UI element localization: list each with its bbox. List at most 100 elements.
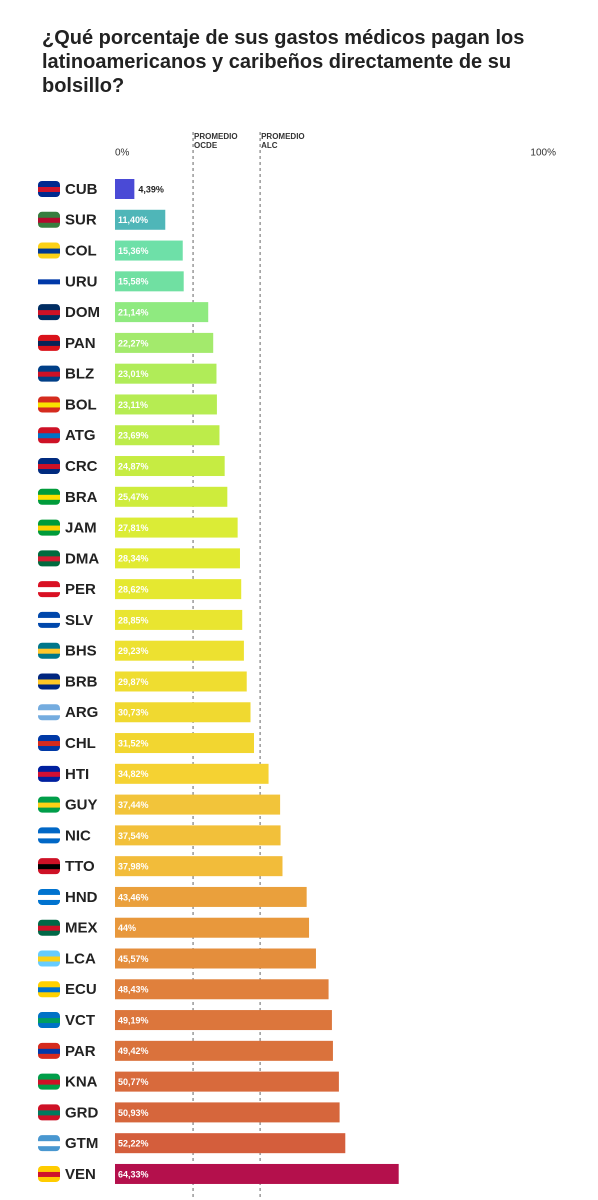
flag xyxy=(38,279,60,285)
value-label: 29,23% xyxy=(118,646,149,656)
flag xyxy=(38,987,60,993)
value-label: 28,62% xyxy=(118,585,149,595)
value-label: 15,36% xyxy=(118,246,149,256)
value-label: 48,43% xyxy=(118,985,149,995)
category-label: URU xyxy=(65,273,98,290)
bar xyxy=(115,702,251,723)
flag xyxy=(38,864,60,870)
flag xyxy=(38,433,60,439)
category-label: TTO xyxy=(65,858,95,875)
category-label: SUR xyxy=(65,212,97,229)
bar xyxy=(115,733,255,754)
value-label: 30,73% xyxy=(118,708,149,718)
category-label: ATG xyxy=(65,427,96,444)
flag xyxy=(38,525,60,531)
value-label: 27,81% xyxy=(118,523,149,533)
value-label: 49,42% xyxy=(118,1046,149,1056)
category-label: HND xyxy=(65,889,98,906)
bar xyxy=(115,794,281,815)
value-label: 50,93% xyxy=(118,1108,149,1118)
category-label: COL xyxy=(65,243,97,260)
bar xyxy=(115,640,244,661)
category-label: DMA xyxy=(65,550,99,567)
bar xyxy=(115,856,283,877)
flag xyxy=(38,1018,60,1024)
value-label: 22,27% xyxy=(118,338,149,348)
category-label: PAR xyxy=(65,1043,96,1060)
category-label: VCT xyxy=(65,1012,95,1029)
flag xyxy=(38,1171,60,1177)
x-tick-label: 0% xyxy=(115,148,130,159)
category-label: LCA xyxy=(65,950,96,967)
value-label: 24,87% xyxy=(118,461,149,471)
flag xyxy=(38,833,60,839)
flag xyxy=(38,494,60,500)
category-label: CHL xyxy=(65,735,96,752)
value-label: 64,33% xyxy=(118,1169,149,1179)
bar xyxy=(115,671,247,692)
flag xyxy=(38,925,60,931)
flag xyxy=(38,679,60,685)
value-label: 23,11% xyxy=(118,400,148,410)
bar xyxy=(115,363,217,384)
category-label: KNA xyxy=(65,1074,98,1091)
bar xyxy=(115,240,183,261)
category-label: DOM xyxy=(65,304,100,321)
bar xyxy=(115,1071,339,1092)
value-label: 23,69% xyxy=(118,431,149,441)
flag xyxy=(38,771,60,777)
value-label: 52,22% xyxy=(118,1139,149,1149)
bar xyxy=(115,1133,346,1154)
flag xyxy=(38,894,60,900)
flag xyxy=(38,402,60,408)
value-label: 29,87% xyxy=(118,677,149,687)
flag xyxy=(38,217,60,223)
bar xyxy=(115,425,220,446)
category-label: BLZ xyxy=(65,366,94,383)
reference-label: PROMEDIO OCDE xyxy=(194,132,238,150)
bar xyxy=(115,1163,399,1184)
value-label: 31,52% xyxy=(118,738,149,748)
bar xyxy=(115,456,225,477)
flag xyxy=(38,187,60,192)
bar xyxy=(115,917,310,938)
bar xyxy=(115,979,329,1000)
value-label: 37,44% xyxy=(118,800,149,810)
category-label: JAM xyxy=(65,520,97,537)
flag xyxy=(38,956,60,962)
value-label: 21,14% xyxy=(118,307,149,317)
bar xyxy=(115,486,228,507)
flag xyxy=(38,802,60,808)
x-tick-label: 100% xyxy=(530,148,556,159)
flag xyxy=(38,1079,60,1085)
value-label: 25,47% xyxy=(118,492,149,502)
bar xyxy=(115,763,269,784)
category-label: PAN xyxy=(65,335,96,352)
category-label: BHS xyxy=(65,643,97,660)
category-label: PER xyxy=(65,581,96,598)
category-label: SLV xyxy=(65,612,93,629)
category-label: BRA xyxy=(65,489,98,506)
chart-title: ¿Qué porcentaje de sus gastos médicos pa… xyxy=(42,27,525,97)
category-label: CUB xyxy=(65,181,98,198)
bar xyxy=(115,1102,340,1123)
flag xyxy=(38,464,60,470)
bar xyxy=(115,517,238,538)
value-label: 49,19% xyxy=(118,1015,149,1025)
value-label: 15,58% xyxy=(118,277,149,287)
category-label: GTM xyxy=(65,1135,98,1152)
category-label: VEN xyxy=(65,1166,96,1183)
value-label: 44% xyxy=(118,923,136,933)
bar xyxy=(115,179,135,199)
bar xyxy=(115,271,184,292)
flag xyxy=(38,741,60,747)
bar xyxy=(115,209,166,230)
flag xyxy=(38,310,60,316)
flag xyxy=(38,587,60,593)
bar xyxy=(115,1040,333,1061)
flag xyxy=(38,1048,60,1054)
flag xyxy=(38,710,60,716)
value-label: 4,39% xyxy=(138,184,164,194)
flag xyxy=(38,340,60,346)
